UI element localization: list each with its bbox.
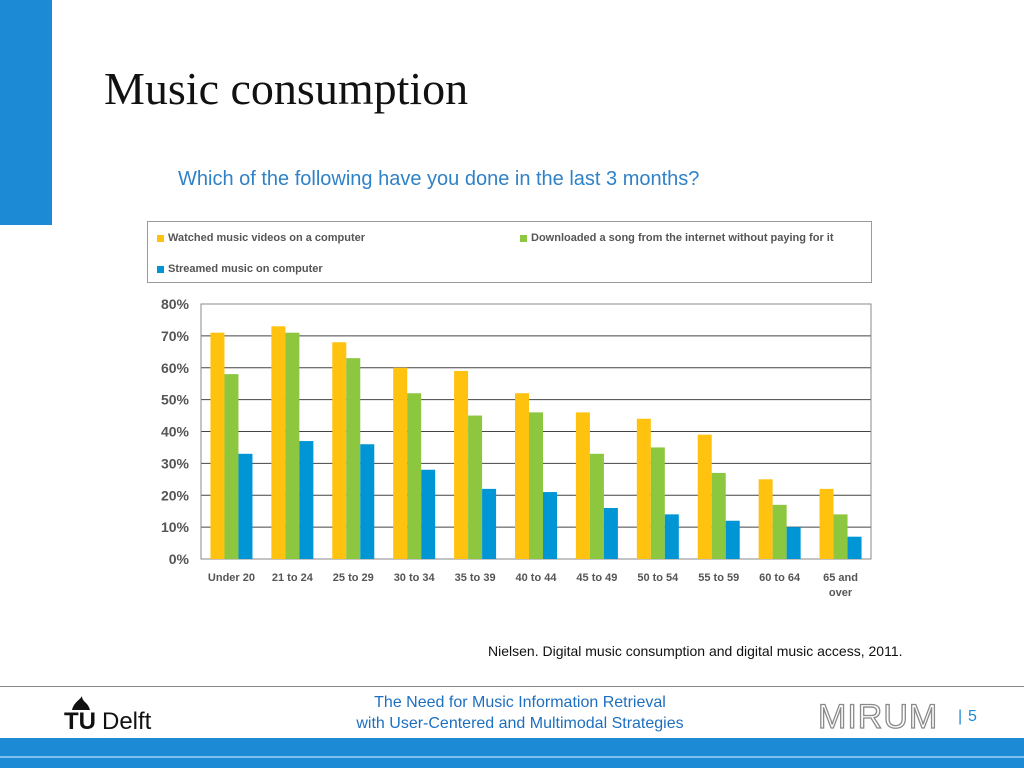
x-tick-label: 50 to 54 — [637, 572, 679, 584]
footer-divider — [0, 686, 1024, 687]
bar-series0-cat5 — [515, 393, 529, 559]
logo-tu: TU — [64, 708, 96, 735]
bar-series1-cat1 — [285, 332, 300, 559]
bar-series2-cat10 — [847, 536, 862, 559]
bar-series0-cat9 — [758, 479, 773, 559]
x-tick-label: 60 to 64 — [759, 572, 801, 584]
bar-series0-cat8 — [697, 434, 712, 559]
y-tick-label: 0% — [169, 551, 190, 567]
bar-series1-cat6 — [589, 453, 604, 559]
legend-swatch-green — [520, 234, 527, 242]
y-tick-label: 50% — [161, 392, 190, 408]
bar-series1-cat2 — [346, 358, 361, 559]
mirum-logo: MIRUM — [817, 697, 939, 736]
bar-series1-cat3 — [407, 393, 422, 559]
x-tick-label: 45 to 49 — [576, 572, 617, 584]
legend-swatch-yellow — [157, 234, 164, 242]
legend-label: Downloaded a song from the internet with… — [531, 232, 834, 244]
x-tick-label: 35 to 39 — [455, 572, 496, 584]
bar-series1-cat7 — [650, 447, 665, 559]
bar-series2-cat2 — [360, 444, 375, 559]
bar-series2-cat3 — [421, 469, 436, 559]
legend-label: Watched music videos on a computer — [168, 232, 366, 244]
bar-series2-cat8 — [725, 520, 740, 559]
x-tick-label: 30 to 34 — [394, 572, 436, 584]
legend-label: Streamed music on computer — [168, 263, 323, 275]
bottom-bar — [0, 738, 1024, 768]
page-separator: | — [958, 708, 963, 725]
y-tick-label: 40% — [161, 424, 190, 440]
x-tick-label: 21 to 24 — [272, 572, 314, 584]
bar-series2-cat4 — [482, 488, 497, 559]
tudelft-logo: TU Delft — [64, 696, 174, 736]
x-tick-label: 40 to 44 — [516, 572, 558, 584]
bar-series1-cat5 — [529, 412, 543, 559]
x-tick-label: 65 and over — [823, 572, 858, 599]
bar-series1-cat9 — [772, 504, 787, 559]
bar-series2-cat0 — [238, 453, 253, 559]
chart-title: Which of the following have you done in … — [178, 168, 700, 190]
legend-swatch-blue — [157, 265, 164, 273]
bar-series0-cat3 — [393, 367, 408, 559]
x-tick-label: 25 to 29 — [333, 572, 374, 584]
x-tick-label: Under 20 — [208, 572, 255, 584]
y-tick-label: 10% — [161, 519, 190, 535]
logo-delft: Delft — [102, 708, 152, 735]
bar-series1-cat4 — [468, 415, 483, 559]
footer-title-line2: with User-Centered and Multimodal Strate… — [356, 715, 684, 732]
bar-chart: 0% 10% 20% 30% 40% 50% 60% 70% 80% Under 20 21 to … — [161, 296, 872, 599]
bar-series2-cat7 — [664, 514, 679, 559]
bar-series2-cat1 — [299, 441, 314, 559]
slide-title: Music consumption — [104, 63, 469, 114]
legend-item-streamed: Streamed music on computer — [157, 263, 323, 275]
bar-series0-cat0 — [210, 332, 225, 559]
flame-icon — [72, 696, 90, 710]
y-tick-label: 20% — [161, 487, 190, 503]
page-number: 5 — [968, 708, 977, 725]
bar-series2-cat9 — [786, 527, 801, 559]
bar-series0-cat10 — [819, 488, 834, 559]
accent-bar — [0, 0, 52, 225]
bar-series1-cat0 — [224, 374, 239, 559]
bar-series0-cat2 — [332, 342, 347, 559]
chart-legend: Watched music videos on a computer Downl… — [147, 221, 872, 283]
footer-title: The Need for Music Information Retrieval… — [300, 692, 740, 734]
bar-series2-cat5 — [543, 492, 557, 559]
bar-series0-cat4 — [454, 370, 469, 559]
bar-series0-cat6 — [575, 412, 590, 559]
legend-item-watched: Watched music videos on a computer — [157, 232, 365, 244]
bar-series0-cat1 — [271, 326, 286, 559]
source-citation: Nielsen. Digital music consumption and d… — [488, 643, 903, 659]
x-tick-label: 55 to 59 — [698, 572, 739, 584]
bottom-bar-stripe — [0, 756, 1024, 758]
y-tick-label: 30% — [161, 455, 190, 471]
legend-item-downloaded: Downloaded a song from the internet with… — [520, 232, 834, 244]
bar-series1-cat8 — [711, 472, 726, 559]
y-tick-label: 70% — [161, 328, 190, 344]
bar-series0-cat7 — [636, 418, 651, 559]
bar-series2-cat6 — [603, 508, 618, 559]
y-tick-label: 80% — [161, 296, 190, 312]
bar-series1-cat10 — [833, 514, 848, 559]
footer-title-line1: The Need for Music Information Retrieval — [374, 694, 666, 711]
y-tick-label: 60% — [161, 360, 190, 376]
